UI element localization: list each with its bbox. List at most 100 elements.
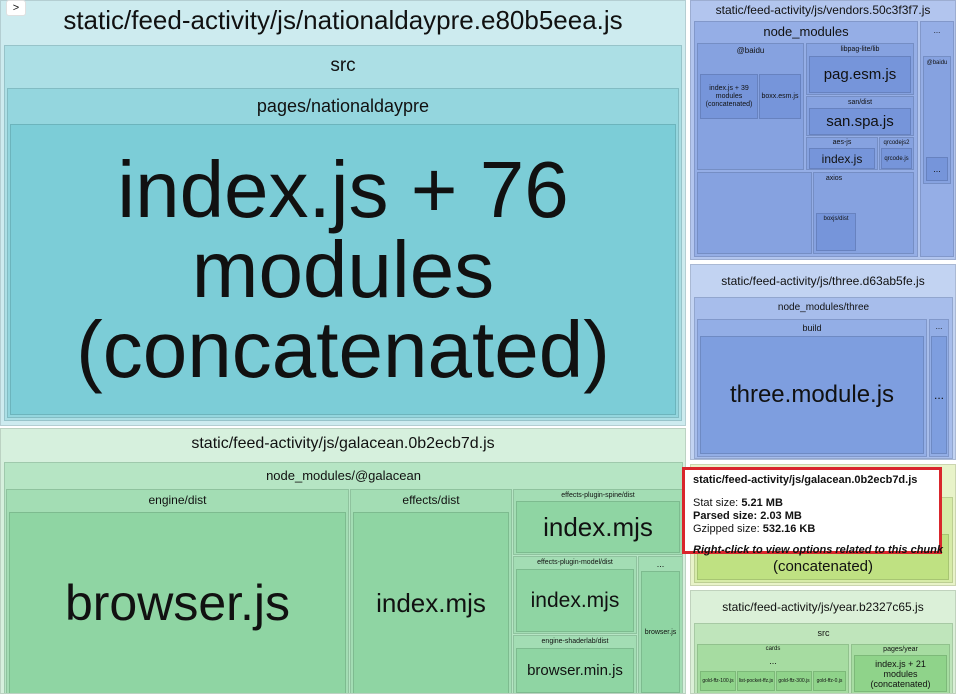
- group[interactable]: san/dist san.spa.js: [806, 96, 914, 136]
- module-label: list-pocket-ffz.js: [738, 678, 774, 684]
- toggle-icon: >: [12, 2, 20, 14]
- group-title: src: [817, 628, 830, 638]
- module[interactable]: index.js + 39 modules (concatenated): [700, 74, 758, 119]
- module-label: gold-ffz-0.js: [816, 678, 843, 684]
- group-title: cards: [765, 646, 781, 652]
- module-label: san.spa.js: [826, 113, 894, 130]
- module[interactable]: qrcode.js: [881, 148, 912, 169]
- group[interactable]: pages/year index.js + 21 modules (concat…: [851, 644, 950, 693]
- module[interactable]: gold-ffz-300.js: [776, 671, 812, 691]
- tooltip-row: Stat size: 5.21 MB: [693, 497, 931, 510]
- group[interactable]: boxjs/dist: [816, 213, 856, 251]
- module[interactable]: boxx.esm.js: [759, 74, 801, 119]
- group[interactable]: src pages/nationaldaypre index.js + 76 m…: [4, 45, 682, 421]
- module[interactable]: san.spa.js: [809, 108, 911, 135]
- group-title: pages/year: [883, 646, 918, 653]
- group[interactable]: effects-plugin-spine/dist index.mjs: [513, 489, 682, 555]
- label: Parsed size:: [693, 510, 758, 522]
- value: 2.03 MB: [760, 510, 802, 522]
- group-title: build: [802, 323, 822, 333]
- group[interactable]: engine-shaderlab/dist browser.min.js: [513, 635, 637, 693]
- module-label: browser.min.js: [527, 662, 623, 679]
- group[interactable]: node_modules @baidu index.js + 39 module…: [694, 21, 918, 257]
- module[interactable]: list-pocket-ffz.js: [737, 671, 775, 691]
- group[interactable]: qrcodejs2 qrcode.js: [879, 137, 914, 170]
- module[interactable]: pag.esm.js: [809, 56, 911, 93]
- module[interactable]: index.mjs: [516, 569, 634, 632]
- module[interactable]: index.mjs: [353, 512, 509, 693]
- group-title: ...: [769, 656, 777, 666]
- label: Stat size:: [693, 497, 739, 509]
- group-title: qrcodejs2: [883, 140, 910, 146]
- value: 532.16 KB: [762, 523, 816, 535]
- module[interactable]: ...: [926, 157, 948, 181]
- module[interactable]: three.module.js: [700, 336, 924, 454]
- module-label: index.mjs: [376, 587, 486, 618]
- group[interactable]: @baidu ...: [923, 56, 951, 184]
- module-label: browser.js: [64, 575, 291, 631]
- group-title: node_modules/@galacean: [266, 468, 421, 483]
- module[interactable]: browser.min.js: [516, 648, 634, 693]
- group-title: boxjs/dist: [823, 216, 849, 222]
- module[interactable]: ...: [931, 336, 947, 454]
- group[interactable]: [697, 172, 812, 254]
- group[interactable]: ... browser.js: [638, 556, 682, 693]
- group-title: @baidu: [926, 60, 948, 66]
- module[interactable]: index.js + 76 modules (concatenated): [10, 124, 676, 415]
- tooltip-row: Gzipped size: 532.16 KB: [693, 523, 931, 536]
- tooltip: static/feed-activity/js/galacean.0b2ecb7…: [682, 467, 943, 556]
- module[interactable]: browser.js: [641, 571, 680, 693]
- tooltip-title: static/feed-activity/js/galacean.0b2ecb7…: [693, 474, 918, 486]
- module-label: qrcode.js: [884, 155, 909, 162]
- chunk[interactable]: static/feed-activity/js/three.d63ab5fe.j…: [690, 264, 956, 460]
- group[interactable]: axios boxjs/dist: [813, 172, 914, 254]
- group-title: engine-shaderlab/dist: [541, 638, 609, 645]
- group-title: node_modules/three: [777, 302, 870, 313]
- group[interactable]: @baidu index.js + 39 modules (concatenat…: [697, 43, 804, 170]
- group[interactable]: ... @baidu ...: [920, 21, 954, 257]
- module[interactable]: index.mjs: [516, 501, 680, 553]
- chunk[interactable]: static/feed-activity/js/year.b2327c65.js…: [690, 590, 956, 694]
- module-label: index.js + 39 modules (concatenated): [705, 84, 753, 108]
- module[interactable]: index.js: [809, 148, 875, 169]
- group[interactable]: ... ...: [929, 319, 949, 457]
- group-title: pages/nationaldaypre: [256, 96, 430, 116]
- group[interactable]: node_modules/three build three.module.js…: [694, 297, 953, 459]
- group[interactable]: engine/dist browser.js: [6, 489, 349, 693]
- group[interactable]: build three.module.js: [697, 319, 927, 457]
- group[interactable]: pages/nationaldaypre index.js + 76 modul…: [7, 88, 679, 418]
- module-label: index.js + 21 modules (concatenated): [870, 658, 931, 689]
- chunk-title: static/feed-activity/js/nationaldaypre.e…: [63, 5, 623, 35]
- module-label: browser.js: [644, 628, 677, 636]
- chunk-title: static/feed-activity/js/year.b2327c65.js: [722, 600, 924, 614]
- module-label: gold-ffz-300.js: [778, 678, 810, 684]
- chunk[interactable]: static/feed-activity/js/galacean.0b2ecb7…: [0, 428, 686, 694]
- group[interactable]: cards ... gold-ffz-100.js list-pocket-ff…: [697, 644, 849, 693]
- value: 5.21 MB: [741, 497, 783, 509]
- module-label: index.mjs: [543, 511, 653, 542]
- group[interactable]: effects/dist index.mjs: [350, 489, 512, 693]
- group[interactable]: node_modules/@galacean engine/dist brows…: [4, 462, 683, 693]
- module[interactable]: index.js + 21 modules (concatenated): [854, 655, 947, 692]
- group[interactable]: libpag-lite/lib pag.esm.js: [806, 43, 914, 95]
- chunk-title: static/feed-activity/js/vendors.50c3f3f7…: [715, 3, 931, 17]
- module-label: three.module.js: [729, 381, 895, 408]
- group-title: libpag-lite/lib: [840, 46, 880, 53]
- module[interactable]: gold-ffz-100.js: [700, 671, 736, 691]
- module-label: boxx.esm.js: [761, 93, 799, 100]
- module-label: index.js + 76 modules (concatenated): [76, 144, 610, 394]
- module-label: gold-ffz-100.js: [702, 678, 734, 684]
- group-title: @baidu: [736, 46, 765, 55]
- group[interactable]: effects-plugin-model/dist index.mjs: [513, 556, 637, 634]
- module[interactable]: gold-ffz-0.js: [813, 671, 846, 691]
- group-title: effects-plugin-model/dist: [537, 559, 613, 566]
- chunk[interactable]: static/feed-activity/js/vendors.50c3f3f7…: [690, 0, 956, 260]
- sidebar-toggle[interactable]: >: [6, 0, 26, 16]
- chunk[interactable]: static/feed-activity/js/nationaldaypre.e…: [0, 0, 686, 426]
- module-label: pag.esm.js: [823, 66, 897, 83]
- group[interactable]: src cards ... gold-ffz-100.js list-pocke…: [694, 623, 953, 693]
- chunk-title: static/feed-activity/js/three.d63ab5fe.j…: [721, 274, 925, 288]
- module[interactable]: browser.js: [9, 512, 346, 693]
- group[interactable]: aes-js index.js: [806, 137, 878, 170]
